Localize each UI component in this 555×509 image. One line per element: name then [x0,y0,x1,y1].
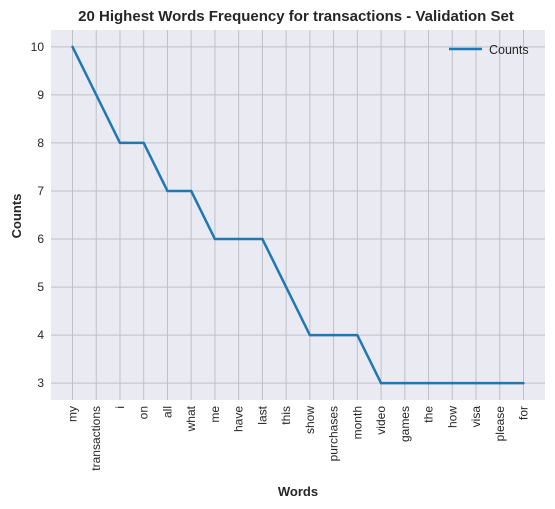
legend-entry: Counts [489,43,529,57]
y-axis-label: Counts [9,194,24,239]
y-tick-label: 9 [37,88,44,102]
legend: Counts [449,43,529,57]
data-point [379,381,383,385]
y-tick-label: 8 [37,136,44,150]
x-tick-label: games [398,406,412,442]
series-line-counts [71,46,524,385]
data-point [356,333,359,337]
data-point [284,285,288,289]
x-tick-label: on [137,406,151,419]
x-tick-label: my [66,406,80,422]
y-tick-labels: 3 4 5 6 7 8 9 10 [31,40,45,390]
x-gridlines [72,30,524,400]
chart-title: 20 Highest Words Frequency for transacti… [78,8,514,25]
data-point [308,333,312,337]
y-tick-label: 4 [37,328,44,342]
data-point [237,237,240,241]
x-tick-label: this [279,406,293,425]
x-tick-label: the [422,406,436,423]
x-tick-label: video [374,406,388,435]
data-point [142,141,145,145]
x-tick-label: have [232,406,246,432]
data-point [95,93,98,97]
x-tick-label: what [184,405,198,432]
x-tick-label: for [517,406,531,420]
x-tick-label: all [160,406,174,418]
data-point [189,189,193,193]
x-tick-label: transactions [89,406,103,471]
y-tick-label: 3 [37,376,44,390]
y-tick-label: 10 [31,40,45,54]
data-point [451,381,454,385]
x-axis-label: Words [278,484,318,499]
data-point [332,333,335,337]
plot-background [51,30,545,400]
x-tick-label: purchases [327,406,341,461]
data-point [213,237,217,241]
x-tick-label: i [113,406,127,409]
x-tick-label: last [255,405,269,424]
x-tick-label: visa [469,406,483,428]
y-gridlines [51,46,545,384]
data-point [261,237,264,241]
data-point [498,381,501,385]
series-layer [71,45,525,385]
x-tick-label: how [445,406,459,428]
data-point [427,381,430,385]
data-point [403,381,407,385]
y-tick-label: 5 [37,280,44,294]
x-tick-label: me [208,406,222,423]
x-tick-label: please [493,406,507,442]
data-point [71,45,74,49]
data-point [474,381,478,385]
x-tick-label: show [303,406,317,434]
data-point [118,141,122,145]
x-tick-labels: my transactions i on all what me have last this sh… [66,405,531,470]
data-point [522,381,525,385]
data-point [166,189,169,193]
y-tick-label: 7 [37,184,44,198]
x-tick-label: month [350,406,364,439]
y-tick-label: 6 [37,232,44,246]
